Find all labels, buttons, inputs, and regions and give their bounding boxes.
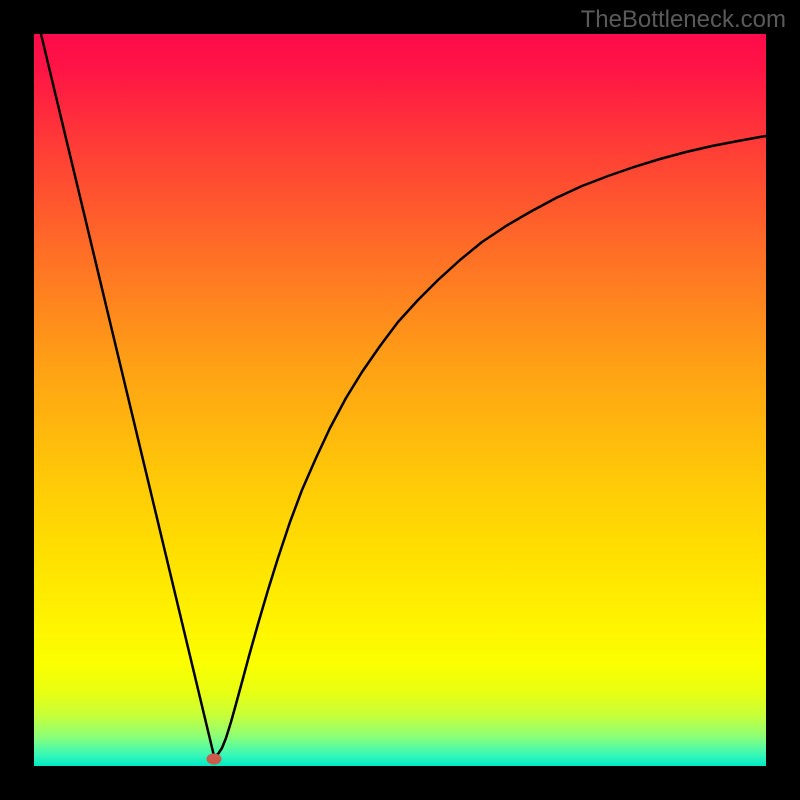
watermark-text: TheBottleneck.com [581,6,786,34]
chart-container: TheBottleneck.com [0,0,800,800]
plot-gradient-area [34,34,766,766]
